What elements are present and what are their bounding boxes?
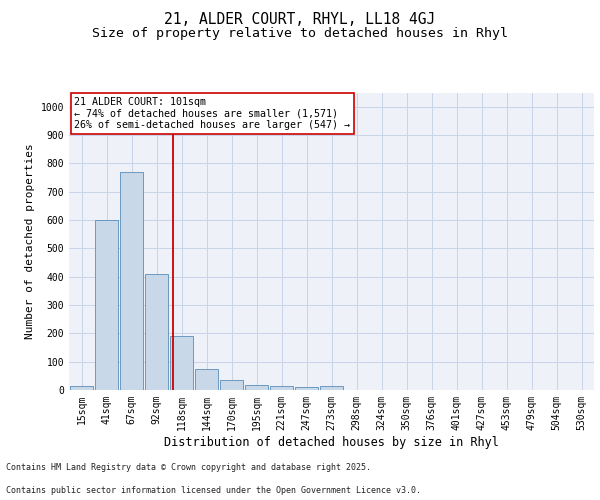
Bar: [145, 274, 169, 390]
Text: Size of property relative to detached houses in Rhyl: Size of property relative to detached ho…: [92, 28, 508, 40]
Bar: [320, 386, 343, 390]
Bar: [269, 386, 293, 390]
Y-axis label: Number of detached properties: Number of detached properties: [25, 144, 35, 339]
Text: 21, ALDER COURT, RHYL, LL18 4GJ: 21, ALDER COURT, RHYL, LL18 4GJ: [164, 12, 436, 28]
Bar: [194, 369, 218, 390]
Bar: [119, 172, 143, 390]
Bar: [295, 387, 319, 390]
Bar: [170, 336, 193, 390]
Text: Contains HM Land Registry data © Crown copyright and database right 2025.: Contains HM Land Registry data © Crown c…: [6, 464, 371, 472]
Text: Contains public sector information licensed under the Open Government Licence v3: Contains public sector information licen…: [6, 486, 421, 495]
Bar: [220, 380, 244, 390]
Bar: [70, 386, 94, 390]
Bar: [95, 220, 118, 390]
Bar: [245, 385, 268, 390]
Text: 21 ALDER COURT: 101sqm
← 74% of detached houses are smaller (1,571)
26% of semi-: 21 ALDER COURT: 101sqm ← 74% of detached…: [74, 97, 350, 130]
X-axis label: Distribution of detached houses by size in Rhyl: Distribution of detached houses by size …: [164, 436, 499, 448]
